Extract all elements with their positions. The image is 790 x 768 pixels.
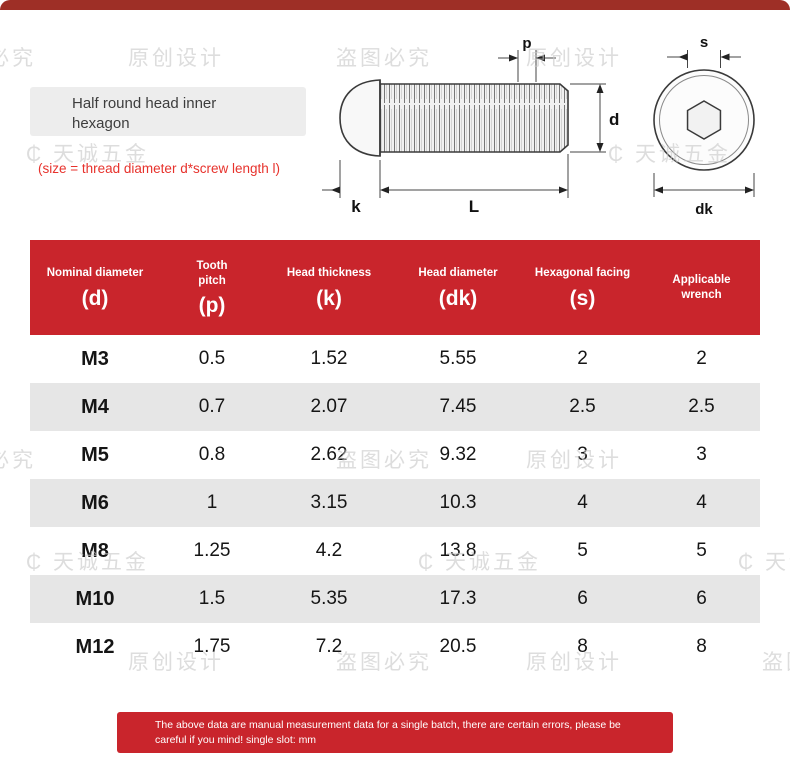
product-name: Half round head inner hexagon [72,95,217,133]
dim-label-s: s [700,36,708,51]
table-row-m3: M3 0.5 1.52 5.55 2 2 [30,335,760,383]
product-name-box: Half round head inner hexagon [30,87,306,136]
dim-label-L: L [469,197,479,216]
size-note: (size = thread diameter d*screw length l… [38,161,280,176]
column-symbol: (p) [198,294,226,318]
cell-head-diameter: 13.8 [439,540,477,561]
cell-applicable-wrench: 4 [696,492,707,513]
watermark-text: 盗图必究 [762,651,790,674]
cell-hexagonal-facing: 5 [577,540,588,561]
cell-head-thickness: 5.35 [310,588,348,609]
cell-nominal-diameter: M5 [81,443,109,466]
cell-tooth-pitch: 1.25 [193,540,231,561]
cell-head-diameter: 17.3 [439,588,477,609]
table-row-m10: M10 1.5 5.35 17.3 6 6 [30,575,760,623]
cell-head-diameter: 20.5 [439,636,477,657]
column-header-tooth-pitch: Tooth pitch (p) [160,240,264,335]
disclaimer-bar: The above data are manual measurement da… [117,712,673,753]
column-header-hexagonal-facing: Hexagonal facing (s) [522,240,643,335]
cell-head-diameter: 9.32 [439,444,477,465]
cell-tooth-pitch: 0.8 [198,444,226,465]
cell-applicable-wrench: 8 [696,636,707,657]
table-row-m4: M4 0.7 2.07 7.45 2.5 2.5 [30,383,760,431]
column-title: Head thickness [286,267,372,280]
cell-hexagonal-facing: 8 [577,636,588,657]
table-row-m6: M6 1 3.15 10.3 4 4 [30,479,760,527]
cell-hexagonal-facing: 3 [577,444,588,465]
column-header-head-diameter: Head diameter (dk) [394,240,522,335]
watermark-text: 盗图必究 [0,47,36,70]
table-header-row: Nominal diameter (d) Tooth pitch (p) Hea… [30,240,760,335]
screw-side-view [339,79,569,157]
cell-nominal-diameter: M8 [81,539,109,562]
cell-head-diameter: 10.3 [439,492,477,513]
cell-applicable-wrench: 3 [696,444,707,465]
screw-technical-drawing: p d k L s dk [322,36,755,218]
cell-head-thickness: 7.2 [315,636,343,657]
cell-nominal-diameter: M12 [75,635,115,658]
column-header-applicable-wrench: Applicable wrench [643,240,760,335]
column-title: Nominal diameter [46,267,144,280]
cell-tooth-pitch: 0.5 [198,348,226,369]
cell-head-diameter: 5.55 [439,348,477,369]
cell-tooth-pitch: 0.7 [198,396,226,417]
cell-hexagonal-facing: 2 [577,348,588,369]
cell-hexagonal-facing: 4 [577,492,588,513]
column-title: Hexagonal facing [534,267,631,280]
disclaimer-text: The above data are manual measurement da… [155,719,621,747]
column-symbol: (k) [316,286,342,310]
spec-table: Nominal diameter (d) Tooth pitch (p) Hea… [30,240,760,671]
cell-nominal-diameter: M4 [81,395,109,418]
dim-label-p: p [522,36,531,52]
column-title: Applicable wrench [672,273,731,301]
table-row-m12: M12 1.75 7.2 20.5 8 8 [30,623,760,671]
cell-nominal-diameter: M10 [75,587,115,610]
cell-head-thickness: 2.62 [310,444,348,465]
screw-front-view [653,69,755,171]
watermark-text: 原创设计 [128,47,224,70]
dimension-arrowheads [331,53,754,194]
cell-nominal-diameter: M3 [81,347,109,370]
cell-head-thickness: 3.15 [310,492,348,513]
table-row-m8: M8 1.25 4.2 13.8 5 5 [30,527,760,575]
table-row-m5: M5 0.8 2.62 9.32 3 3 [30,431,760,479]
cell-applicable-wrench: 2.5 [688,396,715,417]
dim-label-k: k [351,197,361,216]
dim-label-d: d [609,110,619,129]
column-symbol: (d) [81,286,109,310]
cell-head-thickness: 1.52 [310,348,348,369]
cell-tooth-pitch: 1.75 [193,636,231,657]
column-title: Head diameter [418,267,498,280]
cell-tooth-pitch: 1 [206,492,218,513]
cell-head-thickness: 2.07 [310,396,348,417]
cell-head-thickness: 4.2 [315,540,343,561]
column-title: Tooth pitch [196,259,228,287]
column-symbol: (s) [569,286,596,310]
cell-applicable-wrench: 2 [696,348,707,369]
column-symbol: (dk) [438,286,478,310]
column-header-nominal-diameter: Nominal diameter (d) [30,240,160,335]
cell-hexagonal-facing: 2.5 [569,396,596,417]
cell-head-diameter: 7.45 [439,396,477,417]
cell-applicable-wrench: 5 [696,540,707,561]
column-header-head-thickness: Head thickness (k) [264,240,394,335]
cell-hexagonal-facing: 6 [577,588,588,609]
cell-nominal-diameter: M6 [81,491,109,514]
top-accent-bar [0,0,790,10]
cell-tooth-pitch: 1.5 [198,588,226,609]
dim-label-dk: dk [695,201,713,218]
cell-applicable-wrench: 6 [696,588,707,609]
